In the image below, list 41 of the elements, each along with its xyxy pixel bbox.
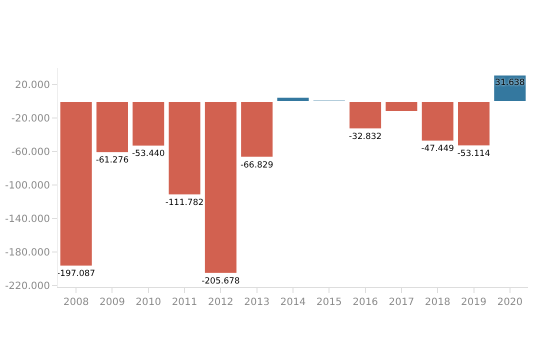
bar xyxy=(457,100,491,146)
x-tick-label: 2008 xyxy=(63,297,89,308)
data-label: -111.782 xyxy=(165,198,204,208)
data-label: -53.114 xyxy=(457,148,490,159)
bar xyxy=(204,100,238,274)
bar xyxy=(132,100,166,147)
x-tick-label: 2014 xyxy=(280,297,306,308)
x-tick-label: 2012 xyxy=(208,297,234,308)
data-label: -205.678 xyxy=(202,276,240,286)
y-tick-label: -60.000 xyxy=(11,147,50,158)
bar xyxy=(276,96,310,102)
x-tick-label: 2013 xyxy=(244,297,270,308)
x-tick-label: 2009 xyxy=(100,297,125,308)
data-label: -61.276 xyxy=(96,156,129,166)
bar xyxy=(348,100,382,130)
y-tick-label: -100.000 xyxy=(5,180,50,192)
bar xyxy=(95,100,129,154)
y-tick-label: -220.000 xyxy=(5,280,50,292)
y-tick-label: -180.000 xyxy=(5,247,50,258)
x-tick-label: 2018 xyxy=(424,297,450,308)
y-tick-label: 20.000 xyxy=(15,80,50,92)
bar xyxy=(168,100,202,196)
data-label: -66.829 xyxy=(240,160,274,170)
x-tick-label: 2010 xyxy=(136,297,162,308)
y-tick-label: -140.000 xyxy=(5,214,50,225)
x-tick-label: 2011 xyxy=(172,297,198,308)
data-label: -32.832 xyxy=(348,132,382,142)
data-label: -53.440 xyxy=(132,149,165,160)
y-tick-label: -20.000 xyxy=(11,114,50,125)
data-label: -47.449 xyxy=(421,144,454,154)
bar xyxy=(384,100,418,112)
data-label: 31.638 xyxy=(495,78,525,88)
x-tick-label: 2016 xyxy=(352,297,378,308)
bar xyxy=(420,100,454,142)
x-tick-label: 2020 xyxy=(497,297,523,308)
x-tick-label: 2019 xyxy=(461,297,486,308)
x-tick-label: 2015 xyxy=(316,297,342,308)
x-tick-label: 2017 xyxy=(388,297,414,308)
bar xyxy=(240,100,274,158)
bar xyxy=(59,100,93,267)
data-label: -197.087 xyxy=(56,269,96,280)
